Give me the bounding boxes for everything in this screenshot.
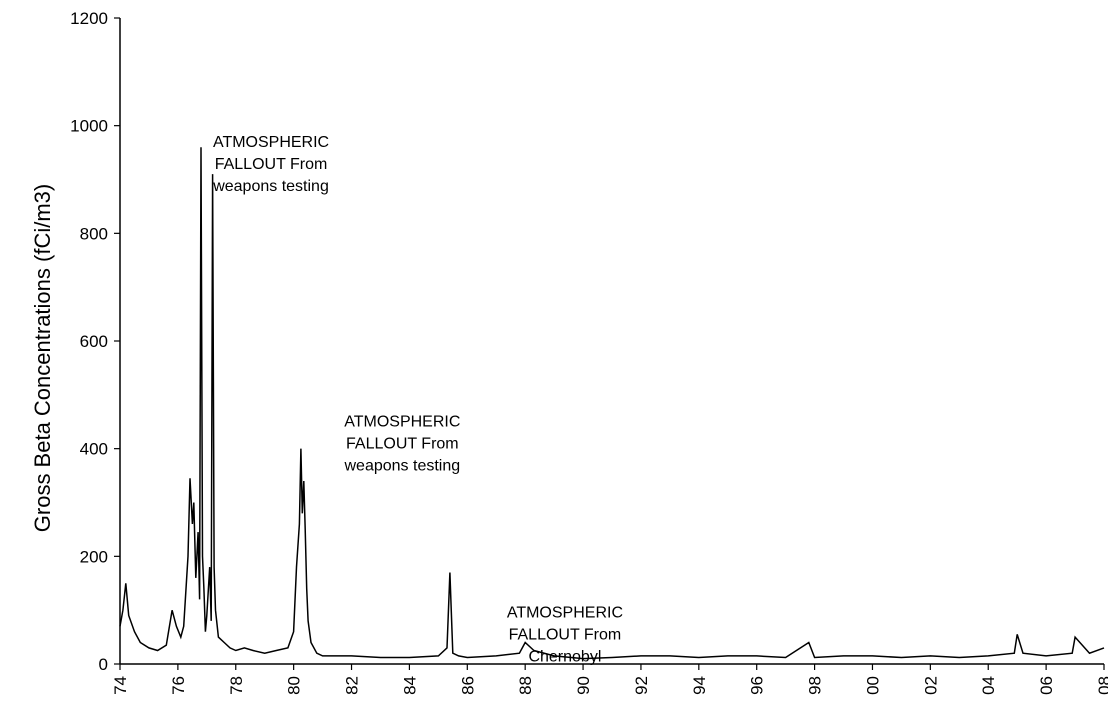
x-tick-label: 08 xyxy=(1095,676,1108,695)
x-tick-label: 94 xyxy=(690,676,709,695)
x-tick-label: 78 xyxy=(227,676,246,695)
annotation-line: weapons testing xyxy=(212,178,329,195)
y-tick-label: 600 xyxy=(80,332,108,351)
x-tick-label: 86 xyxy=(458,676,477,695)
annotation-line: ATMOSPHERIC xyxy=(213,134,329,151)
annotation-line: FALLOUT From xyxy=(215,156,328,173)
x-tick-label: 98 xyxy=(806,676,825,695)
x-tick-label: 88 xyxy=(516,676,535,695)
x-axis-ticks: 74 76 78 80 82 84 86 88 90 92 94 96 98 00 02 04 06 08 xyxy=(111,664,1108,695)
y-tick-label: 400 xyxy=(80,440,108,459)
x-tick-label: 76 xyxy=(169,676,188,695)
x-tick-label: 92 xyxy=(632,676,651,695)
annotation-line: ATMOSPHERIC xyxy=(344,414,460,431)
annotation-line: Chernobyl xyxy=(528,648,601,665)
x-tick-label: 74 xyxy=(111,676,130,695)
y-tick-label: 200 xyxy=(80,547,108,566)
annotation-line: FALLOUT From xyxy=(509,626,622,643)
x-tick-label: 00 xyxy=(863,676,882,695)
y-axis-title: Gross Beta Concentrations (fCi/m3) xyxy=(30,184,55,532)
x-tick-label: 06 xyxy=(1037,676,1056,695)
axes xyxy=(119,18,1104,665)
annotation-line: weapons testing xyxy=(344,458,461,475)
annotation-line: FALLOUT From xyxy=(346,436,459,453)
y-tick-label: 0 xyxy=(99,655,108,674)
x-tick-label: 02 xyxy=(921,676,940,695)
x-tick-label: 04 xyxy=(979,676,998,695)
series-line xyxy=(119,147,1105,660)
annotations: ATMOSPHERIC FALLOUT From weapons testing AT… xyxy=(212,134,623,665)
y-tick-label: 1200 xyxy=(70,9,108,28)
x-tick-label: 96 xyxy=(748,676,767,695)
x-tick-label: 82 xyxy=(343,676,362,695)
x-tick-label: 80 xyxy=(285,676,304,695)
x-tick-label: 90 xyxy=(574,676,593,695)
x-tick-label: 84 xyxy=(400,676,419,695)
y-axis-ticks: 0 200 400 600 800 1000 1200 xyxy=(70,9,120,674)
y-tick-label: 1000 xyxy=(70,117,108,136)
annotation-line: ATMOSPHERIC xyxy=(507,604,623,621)
y-tick-label: 800 xyxy=(80,224,108,243)
